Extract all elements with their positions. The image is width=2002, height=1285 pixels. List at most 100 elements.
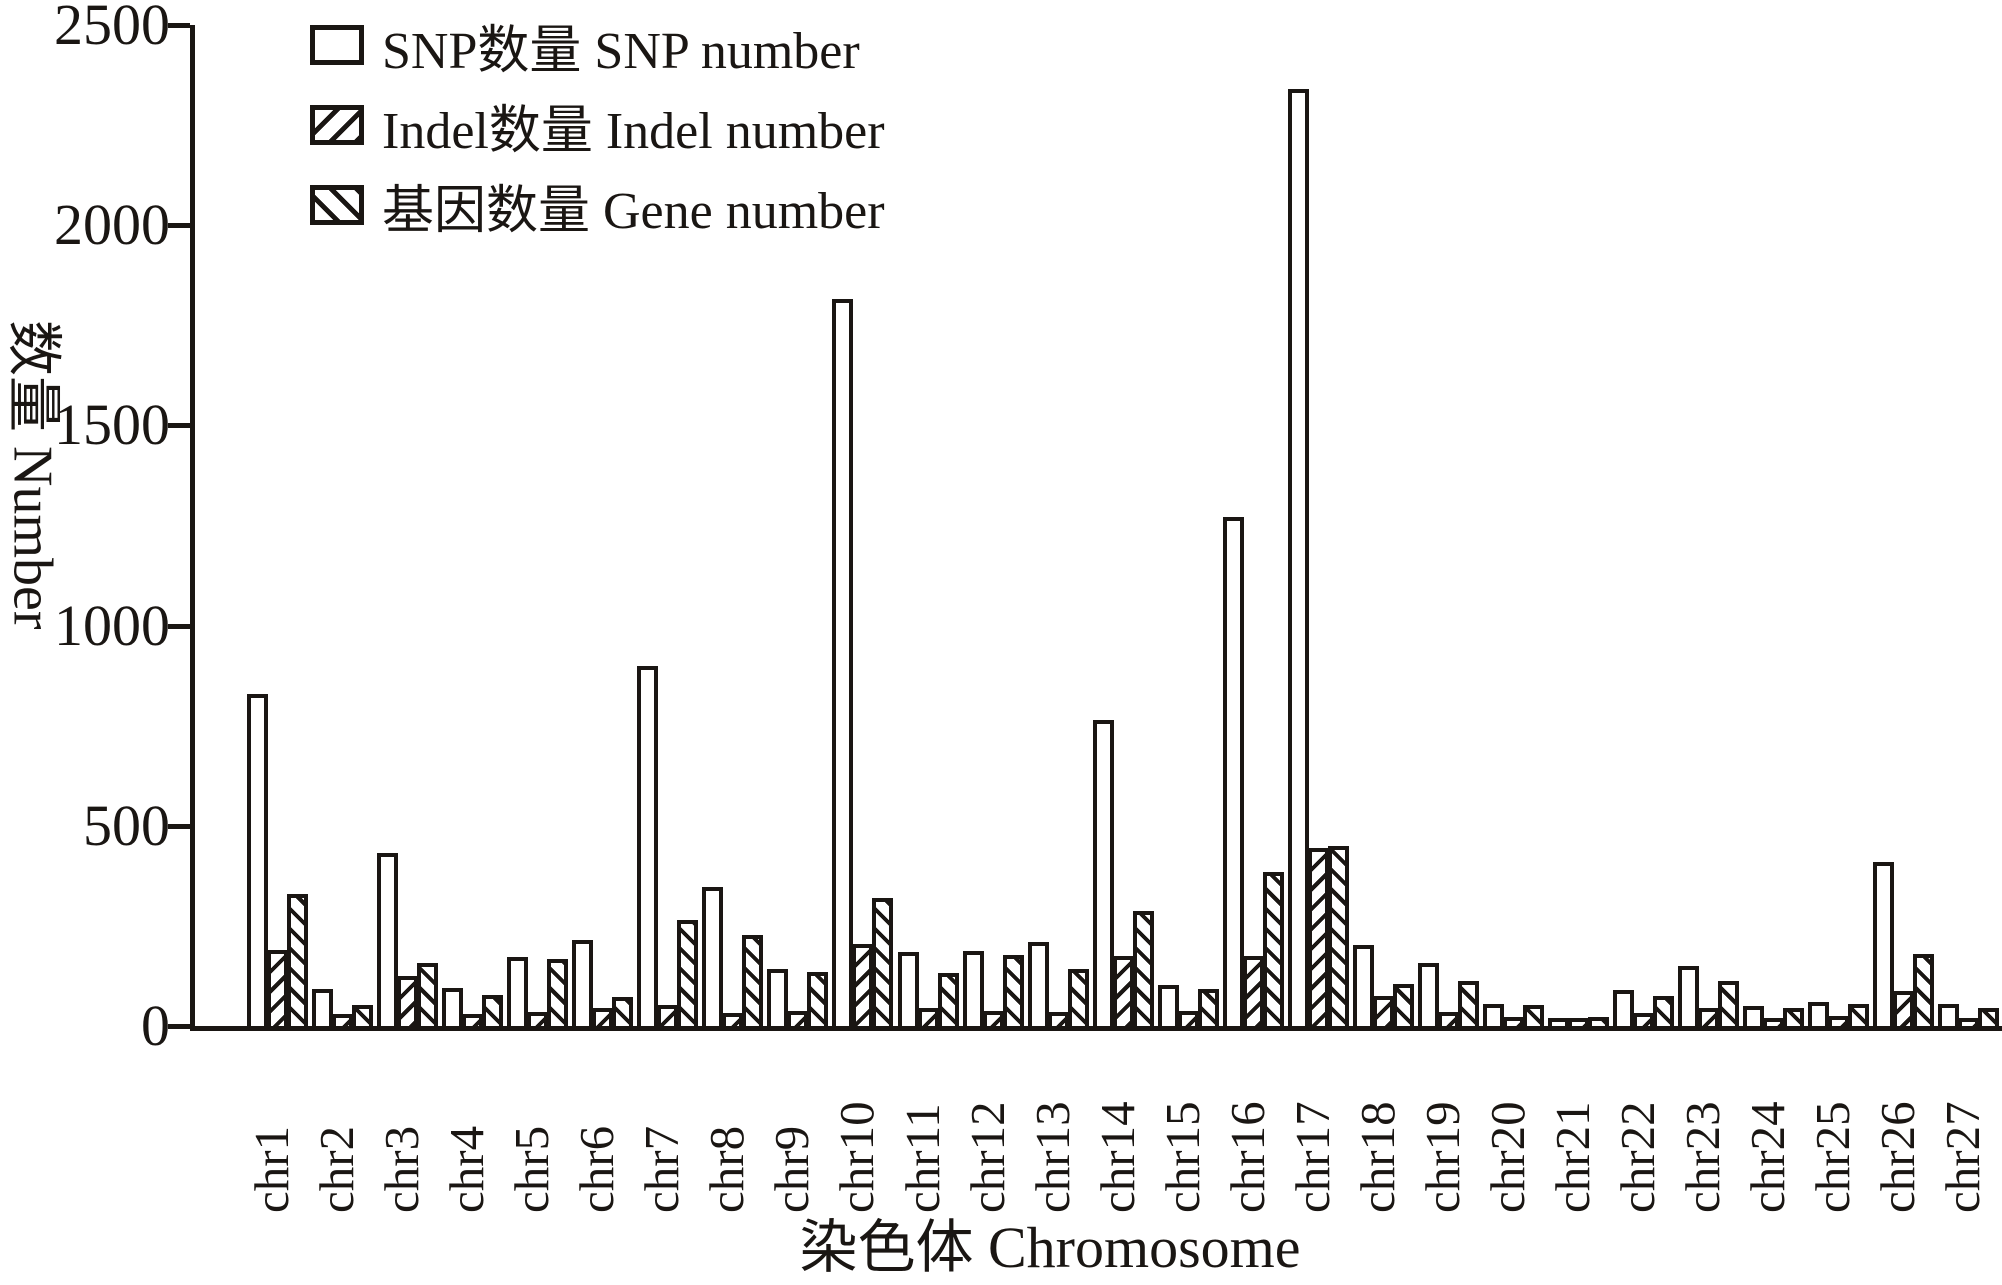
bar-chr6-snp	[572, 940, 594, 1026]
bar-chr15-snp	[1157, 985, 1179, 1026]
bar-chr21-indel	[1568, 1018, 1589, 1026]
legend-label-gene: 基因数量 Gene number	[382, 182, 885, 240]
bar-chr9-gene	[807, 972, 829, 1026]
bar-chr24-snp	[1743, 1006, 1765, 1026]
bar-group-chr11	[897, 25, 960, 1026]
bar-chr5-gene	[547, 959, 569, 1026]
x-tick-label-chr11: chr11	[894, 1103, 950, 1213]
y-tick-label: 1500	[54, 392, 170, 458]
bar-chr6-gene	[612, 997, 634, 1026]
bar-chr14-snp	[1092, 720, 1114, 1026]
bar-group-chr1	[247, 25, 309, 1026]
bar-chr14-indel	[1112, 956, 1134, 1026]
bar-chr22-gene	[1653, 996, 1675, 1026]
bar-chr25-indel	[1828, 1016, 1850, 1026]
bar-chr7-gene	[677, 920, 699, 1026]
bar-chr19-indel	[1437, 1012, 1459, 1026]
y-tick-mark	[168, 823, 190, 829]
bar-group-chr4	[442, 25, 504, 1026]
bar-chr16-snp	[1222, 517, 1244, 1026]
bar-chr27-gene	[1978, 1008, 2000, 1026]
x-tick-label-chr27: chr27	[1935, 1101, 1991, 1213]
bar-chr12-snp	[962, 951, 984, 1026]
x-tick-label-chr7: chr7	[634, 1125, 690, 1213]
bar-group-chr22	[1613, 25, 1675, 1026]
bar-group-chr14	[1092, 25, 1155, 1026]
legend-item-indel: Indel数量 Indel number	[310, 92, 885, 160]
bar-chr1-indel	[267, 950, 288, 1026]
bar-group-chr6	[572, 25, 634, 1026]
snp-swatch-icon	[310, 25, 364, 65]
bar-chr18-indel	[1372, 996, 1394, 1026]
bar-chr15-gene	[1197, 989, 1219, 1026]
x-tick-label-chr6: chr6	[569, 1125, 625, 1213]
y-tick-label: 2000	[54, 192, 170, 258]
bar-group-chr2	[312, 25, 374, 1026]
y-tick-label: 0	[141, 993, 170, 1058]
bar-chr17-indel	[1307, 848, 1329, 1026]
bar-group-chr19	[1417, 25, 1480, 1026]
bar-chr26-gene	[1913, 954, 1935, 1026]
bar-group-chr18	[1352, 25, 1415, 1026]
legend: SNP数量 SNP number Indel数量 Indel number 基因…	[310, 12, 885, 252]
x-tick-label-chr4: chr4	[439, 1125, 495, 1213]
bar-chr15-indel	[1177, 1011, 1199, 1026]
bar-chr11-gene	[937, 973, 959, 1026]
bar-chr21-gene	[1588, 1017, 1609, 1026]
x-axis-title: 染色体 Chromosome	[799, 1215, 1301, 1280]
bar-chr8-gene	[742, 935, 764, 1026]
bar-chr21-snp	[1548, 1018, 1569, 1026]
bar-chr27-indel	[1958, 1018, 1980, 1026]
y-tick-mark	[168, 223, 190, 229]
bar-chr18-snp	[1352, 945, 1374, 1026]
bar-chr3-gene	[417, 963, 439, 1026]
bar-chr25-gene	[1848, 1004, 1870, 1026]
y-tick-label: 1000	[54, 592, 170, 658]
y-tick-mark	[168, 23, 190, 28]
bar-chr13-gene	[1067, 969, 1089, 1026]
bar-chr13-snp	[1027, 942, 1049, 1026]
x-tick-label-chr21: chr21	[1545, 1101, 1600, 1213]
x-tick-label-chr3: chr3	[374, 1125, 430, 1213]
bar-chr12-gene	[1002, 955, 1024, 1026]
bar-chr23-indel	[1698, 1008, 1720, 1026]
bar-group-chr3	[377, 25, 439, 1026]
x-tick-label-chr16: chr16	[1219, 1101, 1275, 1213]
bar-chr1-snp	[247, 694, 268, 1026]
gene-swatch-icon	[310, 185, 364, 225]
bar-chr26-snp	[1873, 862, 1895, 1026]
bar-chr14-gene	[1132, 911, 1154, 1026]
bar-chr22-snp	[1613, 990, 1635, 1026]
bar-group-chr5	[507, 25, 569, 1026]
x-tick-label-chr25: chr25	[1805, 1101, 1861, 1213]
bar-chr25-snp	[1808, 1002, 1830, 1026]
bar-chr16-indel	[1242, 956, 1264, 1026]
bar-chr4-gene	[482, 995, 504, 1026]
x-tick-label-chr12: chr12	[959, 1101, 1015, 1213]
bar-group-chr24	[1743, 25, 1805, 1026]
bar-chr18-gene	[1392, 984, 1414, 1026]
bar-group-chr26	[1873, 25, 1935, 1026]
x-tick-label-chr9: chr9	[764, 1125, 820, 1213]
bar-chr17-snp	[1287, 89, 1309, 1026]
indel-swatch-icon	[310, 105, 364, 145]
bar-chr5-snp	[507, 957, 529, 1026]
bar-chr19-gene	[1457, 981, 1479, 1026]
bar-chr22-indel	[1633, 1013, 1655, 1026]
bar-chr2-snp	[312, 989, 334, 1026]
x-tick-label-chr22: chr22	[1610, 1101, 1666, 1213]
bar-chr19-snp	[1417, 963, 1439, 1026]
plot-area	[190, 25, 2002, 1031]
bar-chr4-snp	[442, 988, 464, 1026]
y-tick-mark	[168, 1024, 190, 1029]
legend-item-snp: SNP数量 SNP number	[310, 12, 885, 80]
x-tick-label-chr20: chr20	[1479, 1101, 1535, 1213]
bar-group-chr16	[1222, 25, 1285, 1026]
bar-group-chr23	[1678, 25, 1740, 1026]
bar-chr8-indel	[722, 1013, 744, 1026]
bar-chr11-snp	[897, 952, 919, 1026]
x-tick-label-chr1: chr1	[244, 1125, 299, 1213]
bar-chr16-gene	[1262, 872, 1284, 1026]
x-tick-label-chr14: chr14	[1089, 1101, 1145, 1213]
